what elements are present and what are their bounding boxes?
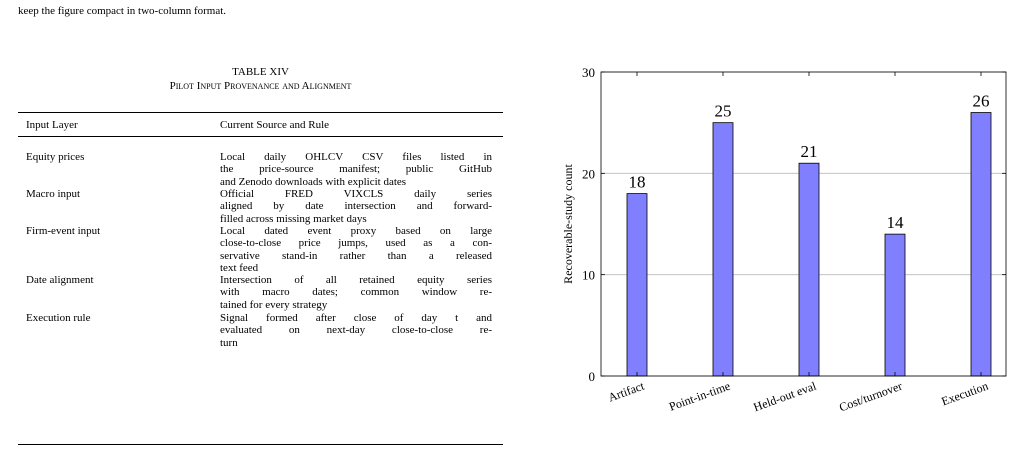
x-tick-label: Point-in-time	[667, 379, 732, 414]
row-text: Signal formed after close of day t and ev…	[220, 312, 492, 349]
y-axis-label: Recoverable-study count	[561, 164, 575, 284]
row-text: Local daily OHLCV CSV files listed in the…	[220, 151, 492, 188]
rule	[18, 112, 503, 113]
value-label: 26	[973, 92, 990, 111]
x-tick-label: Cost/turnover	[837, 379, 904, 415]
text-line: text feed	[220, 261, 259, 274]
row-text: Intersection of all retained equity seri…	[220, 274, 492, 311]
text-line: servative stand-in rather than a release…	[220, 249, 492, 262]
value-label: 18	[629, 173, 646, 192]
bar	[712, 122, 734, 377]
rule	[18, 444, 503, 445]
text-line: the price-source manifest; public GitHub	[220, 163, 492, 176]
text-line: with macro dates; common window re-	[220, 286, 492, 299]
text-line: Local dated event proxy based on large	[220, 225, 492, 237]
bar	[798, 162, 820, 377]
value-label: 14	[887, 213, 905, 232]
row-label: Firm-event input	[26, 225, 101, 237]
row-label: Macro input	[26, 188, 81, 200]
text-line: turn	[220, 336, 238, 349]
y-tick-label: 0	[589, 369, 596, 384]
row-label: Execution rule	[26, 312, 91, 324]
text-line: Local daily OHLCV CSV files listed in	[220, 151, 492, 163]
row-text: Official FRED VIXCLS daily series aligned…	[220, 188, 492, 225]
text-line: Official FRED VIXCLS daily series	[220, 188, 492, 200]
bar	[884, 233, 906, 377]
value-label: 25	[715, 102, 732, 121]
x-tick-label: Artifact	[606, 378, 646, 404]
row-label: Date alignment	[26, 274, 94, 286]
text-line: evaluated on next-day close-to-close re-	[220, 324, 492, 337]
header-cell: Input Layer	[26, 119, 78, 131]
y-tick-label: 30	[582, 65, 595, 80]
text-line: filled across missing market days	[220, 212, 367, 225]
text-line: Signal formed after close of day t and	[220, 312, 492, 324]
y-tick-label: 10	[582, 268, 595, 283]
y-tick-label: 20	[582, 166, 595, 181]
rule	[18, 136, 503, 137]
bar	[626, 193, 648, 377]
x-tick-label: Execution	[940, 379, 991, 409]
table-caption: Pilot Input Provenance and Alignment	[169, 80, 352, 92]
body-text: keep the figure compact in two-column fo…	[18, 5, 227, 17]
table-label: TABLE XIV	[232, 66, 289, 78]
x-tick-label: Held-out eval	[752, 378, 819, 414]
text-line: tained for every strategy	[220, 298, 328, 311]
row-label: Equity prices	[26, 151, 85, 163]
text-line: close-to-close price jumps, used as a co…	[220, 237, 492, 250]
bar	[970, 112, 992, 377]
header-cell: Current Source and Rule	[220, 119, 330, 131]
text-line: Intersection of all retained equity seri…	[220, 274, 492, 286]
text-line: aligned by date intersection and forward…	[220, 200, 492, 213]
row-text: Local dated event proxy based on large cl…	[220, 225, 492, 274]
text-line: and Zenodo downloads with explicit dates	[220, 175, 407, 188]
value-label: 21	[801, 142, 818, 161]
plot-frame	[600, 71, 1007, 377]
